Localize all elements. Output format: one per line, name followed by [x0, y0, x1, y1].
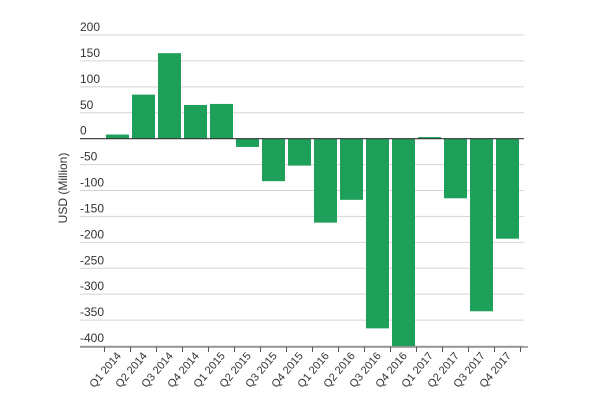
y-tick-label: -100 — [80, 176, 104, 190]
bar — [470, 138, 493, 312]
bar — [262, 138, 285, 182]
bar — [106, 134, 129, 139]
bars — [106, 53, 519, 346]
bar — [288, 138, 311, 166]
y-tick-label: -200 — [80, 227, 104, 241]
y-tick-label: 100 — [80, 72, 100, 86]
bar — [236, 138, 259, 147]
axes — [80, 138, 528, 352]
y-tick-label: -350 — [80, 305, 104, 319]
y-tick-label: -300 — [80, 279, 104, 293]
y-tick-label: 0 — [80, 124, 87, 138]
y-tick-label: -150 — [80, 201, 104, 215]
y-tick-label: 50 — [80, 98, 94, 112]
bar — [392, 138, 415, 346]
y-tick-label: -250 — [80, 253, 104, 267]
y-axis-title: USD (Million) — [56, 153, 70, 224]
bar — [210, 103, 233, 139]
y-tick-label: 200 — [80, 20, 100, 34]
y-tick-label: -50 — [80, 150, 98, 164]
y-tick-label: -400 — [80, 331, 104, 345]
bar — [444, 138, 467, 199]
bar — [158, 53, 181, 139]
bar — [366, 138, 389, 329]
bar — [314, 138, 337, 223]
bar — [340, 138, 363, 200]
y-tick-label: 150 — [80, 46, 100, 60]
bar — [496, 138, 519, 239]
bar — [184, 104, 207, 139]
bar — [132, 94, 155, 139]
y-tick-labels: 200 150 100 50 0 -50 -100 -150 -200 -250 -300 -350 -… — [80, 20, 104, 345]
bar — [418, 137, 441, 139]
